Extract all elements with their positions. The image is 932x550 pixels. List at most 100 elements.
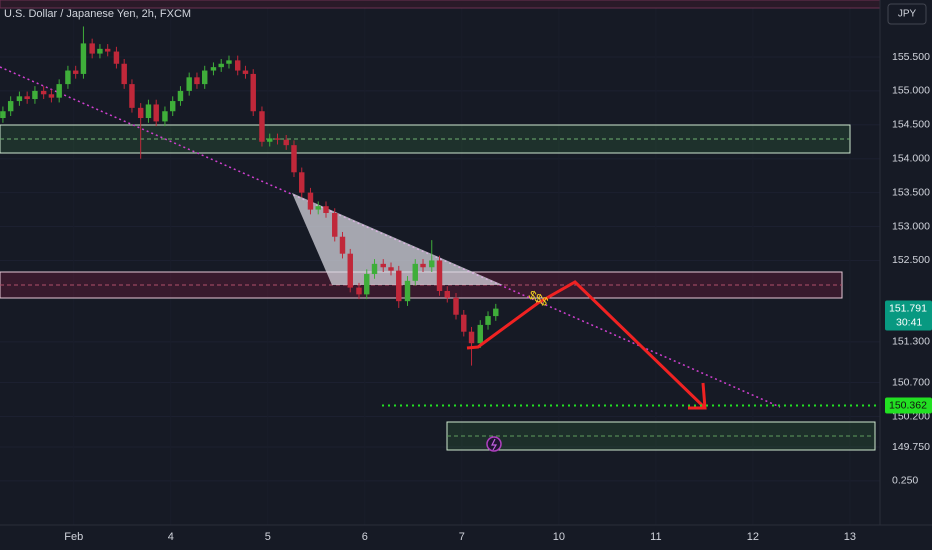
candle-body [307,192,314,210]
y-tick-label: 151.300 [892,336,930,348]
candle-body [299,172,305,193]
candle-body [242,70,249,74]
candle-body [332,212,338,237]
event-icon[interactable] [486,436,502,452]
candle-body [72,70,79,74]
candle-body [234,60,241,71]
candle-body [420,263,426,268]
candle-body [356,287,362,295]
candle-body [364,274,370,295]
price-tag-label: 151.791 [889,302,927,314]
candle-body [7,101,14,112]
candle-body [339,236,346,254]
candle-body [485,316,491,325]
candle-body [412,263,418,281]
candle-body [194,77,200,85]
candle-body [429,260,435,268]
price-tag [885,397,932,414]
y-tick-label: 149.750 [892,441,930,453]
y-tick-label: 154.000 [892,153,930,165]
candle-body [153,104,159,122]
y-tick-label: 150.700 [892,376,930,388]
candle-body [396,270,402,302]
price-tag [885,300,932,331]
candle-body [145,104,152,119]
x-tick-label: 11 [650,531,661,543]
y-tick-label: 153.500 [892,186,930,198]
x-tick-label: Feb [64,531,83,543]
candle-body [186,77,192,91]
candle-body [97,48,103,54]
candle-body [468,331,475,344]
candles [0,26,499,366]
candle-body [291,145,297,173]
candle-body [48,94,55,98]
candle-body [177,90,184,102]
y-tick-label: 152.500 [892,254,930,266]
y-tick-label: 155.000 [892,85,930,97]
candle-body [24,96,30,100]
projection-path [466,280,707,410]
candle-body [347,253,353,288]
x-tick-label: 7 [459,531,465,543]
countdown: 30:41 [896,316,922,328]
candle-body [80,43,87,74]
candle-body [40,90,47,95]
candle-body [162,111,168,122]
x-tick-label: 5 [265,531,271,543]
candle-body [202,70,208,85]
price-tag-label: 150.362 [889,399,927,411]
candle-body [477,324,483,344]
candle-body [323,206,329,213]
y-tick-label: 0.250 [892,475,918,487]
candle-body [380,263,386,268]
x-tick-label: 10 [553,531,565,543]
candle-body [226,60,232,64]
candle-body [56,84,62,98]
candle-body [274,138,281,140]
candle-body [250,73,256,112]
candle-body [371,263,378,275]
candle-body [210,67,217,71]
time-axis [0,525,932,550]
candle-body [121,63,127,85]
triangle-pattern [292,193,503,285]
candle-body [404,280,411,302]
y-tick-label: 154.500 [892,119,930,131]
x-tick-label: 13 [844,531,856,543]
x-tick-label: 4 [168,531,174,543]
x-tick-label: 6 [362,531,368,543]
overlay: 155.500 155.000 154.500 154.000 153.500 153.0… [64,51,932,543]
top-zone [0,0,881,9]
candle-body [89,43,95,54]
candle-body [267,138,273,142]
event-icon-bolt [491,438,498,451]
candle-body [461,314,467,332]
currency: JPY [898,9,917,20]
x-tick-label: 12 [747,531,759,543]
candle-body [137,107,144,119]
candle-body [444,290,450,298]
candle-body [436,260,443,291]
y-tick-label: 153.000 [892,220,930,232]
candle-body [32,90,38,100]
candle-body [0,111,6,119]
candle-body [16,96,23,102]
arrow-head [688,382,707,410]
candle-body [493,308,499,317]
candle-body [169,101,176,112]
candle-body [315,206,321,210]
candle-body [218,63,224,68]
price-axis [880,0,932,550]
candle-body [65,70,71,85]
candle-body [129,84,135,108]
candle-body [283,139,289,146]
y-tick-label: 155.500 [892,51,930,63]
candle-body [113,51,120,64]
candle-body [453,297,459,315]
currency-button[interactable] [887,3,927,25]
candle-body [259,111,265,142]
candle-body [104,48,111,52]
chart-title: U.S. Dollar / Japanese Yen, 2h, FXCM [4,8,191,20]
